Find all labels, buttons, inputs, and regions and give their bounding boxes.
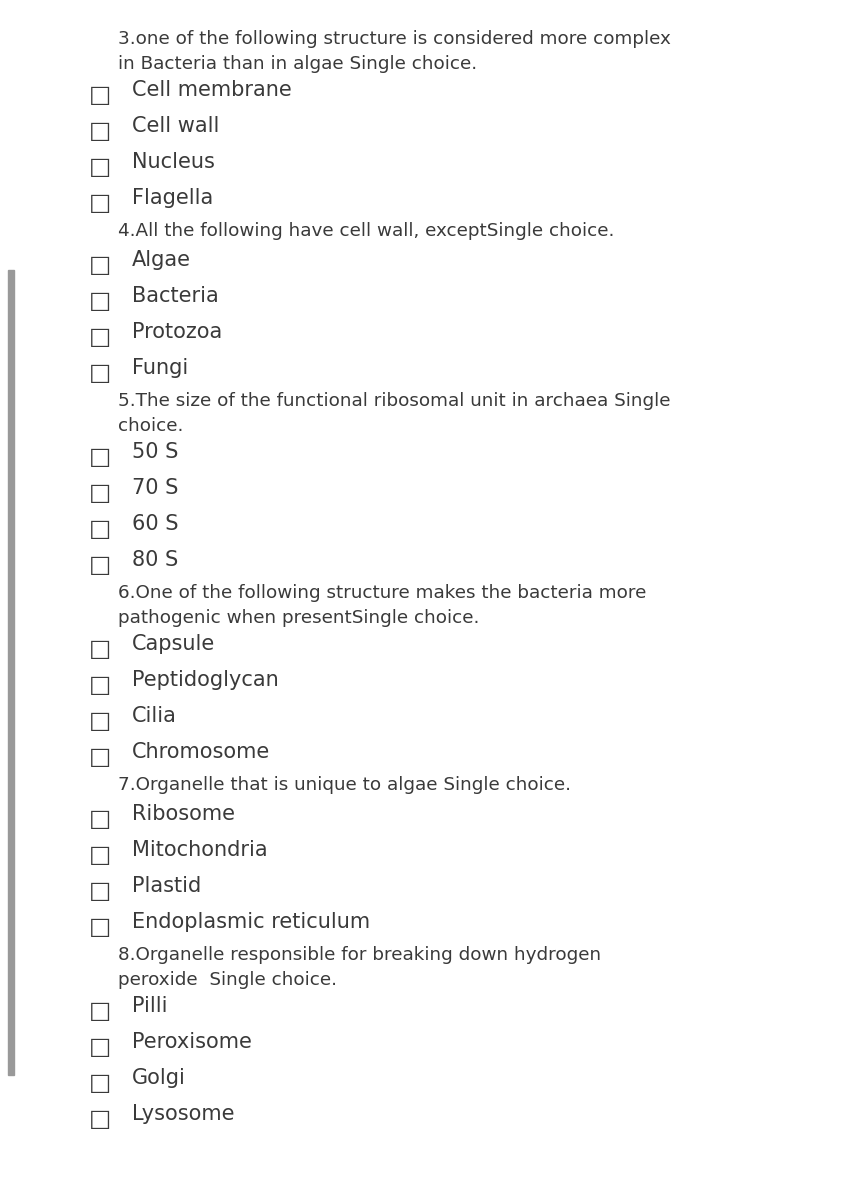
Text: Nucleus: Nucleus <box>132 152 215 172</box>
Text: □: □ <box>89 445 111 469</box>
Text: □: □ <box>89 1108 111 1132</box>
Text: Fungi: Fungi <box>132 358 188 378</box>
Text: 8.Organelle responsible for breaking down hydrogen
peroxide  Single choice.: 8.Organelle responsible for breaking dow… <box>118 946 602 989</box>
Text: □: □ <box>89 1072 111 1096</box>
Text: □: □ <box>89 709 111 733</box>
Text: Pilli: Pilli <box>132 996 168 1016</box>
Text: □: □ <box>89 1036 111 1060</box>
Text: Peptidoglycan: Peptidoglycan <box>132 670 279 690</box>
Text: 5.The size of the functional ribosomal unit in archaea Single
choice.: 5.The size of the functional ribosomal u… <box>118 392 670 434</box>
Text: 4.All the following have cell wall, exceptSingle choice.: 4.All the following have cell wall, exce… <box>118 222 615 240</box>
Text: Mitochondria: Mitochondria <box>132 840 267 860</box>
Text: Lysosome: Lysosome <box>132 1104 234 1124</box>
Text: □: □ <box>89 808 111 832</box>
Text: □: □ <box>89 916 111 940</box>
Text: □: □ <box>89 361 111 385</box>
Text: □: □ <box>89 745 111 769</box>
Text: □: □ <box>89 637 111 661</box>
Bar <box>8 270 14 1075</box>
Text: Algae: Algae <box>132 250 191 270</box>
Text: 3.one of the following structure is considered more complex
in Bacteria than in : 3.one of the following structure is cons… <box>118 30 671 73</box>
Text: Golgi: Golgi <box>132 1068 186 1088</box>
Text: □: □ <box>89 1000 111 1024</box>
Text: Bacteria: Bacteria <box>132 286 219 306</box>
Text: □: □ <box>89 83 111 107</box>
Text: 6.One of the following structure makes the bacteria more
pathogenic when present: 6.One of the following structure makes t… <box>118 584 647 626</box>
Text: Cell membrane: Cell membrane <box>132 80 292 100</box>
Text: □: □ <box>89 191 111 215</box>
Text: □: □ <box>89 119 111 143</box>
Text: Cell wall: Cell wall <box>132 116 220 136</box>
Text: Protozoa: Protozoa <box>132 322 222 342</box>
Text: 60 S: 60 S <box>132 514 179 534</box>
Text: Cilia: Cilia <box>132 706 177 726</box>
Text: Chromosome: Chromosome <box>132 742 270 762</box>
Text: □: □ <box>89 325 111 349</box>
Text: 7.Organelle that is unique to algae Single choice.: 7.Organelle that is unique to algae Sing… <box>118 776 571 794</box>
Text: Capsule: Capsule <box>132 634 215 654</box>
Text: □: □ <box>89 880 111 904</box>
Text: □: □ <box>89 673 111 697</box>
Text: □: □ <box>89 844 111 868</box>
Text: 50 S: 50 S <box>132 442 179 462</box>
Text: Ribosome: Ribosome <box>132 804 235 824</box>
Text: Flagella: Flagella <box>132 188 214 208</box>
Text: □: □ <box>89 481 111 505</box>
Text: 80 S: 80 S <box>132 550 178 570</box>
Text: □: □ <box>89 289 111 313</box>
Text: □: □ <box>89 517 111 541</box>
Text: 70 S: 70 S <box>132 478 179 498</box>
Text: □: □ <box>89 253 111 277</box>
Text: Endoplasmic reticulum: Endoplasmic reticulum <box>132 912 370 932</box>
Text: □: □ <box>89 553 111 577</box>
Text: Plastid: Plastid <box>132 876 201 896</box>
Text: Peroxisome: Peroxisome <box>132 1032 252 1052</box>
Text: □: □ <box>89 155 111 179</box>
